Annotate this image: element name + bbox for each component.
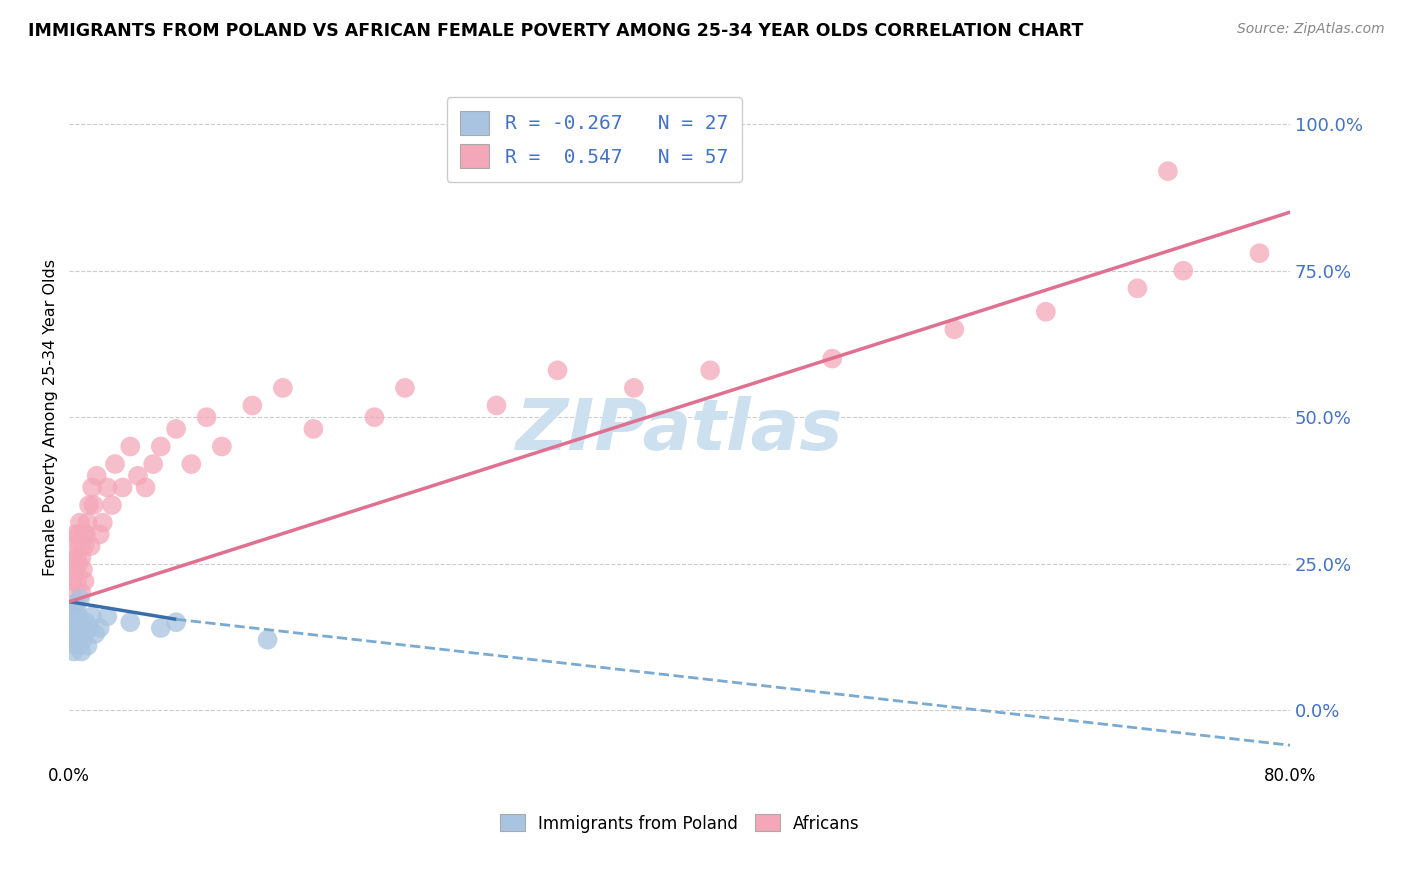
Text: Source: ZipAtlas.com: Source: ZipAtlas.com [1237, 22, 1385, 37]
Point [62, 539, 84, 553]
Point [66, 574, 89, 589]
Point [1126, 281, 1149, 295]
Point [91, 516, 114, 530]
Point [62, 557, 84, 571]
Point [83, 498, 105, 512]
Point [59, 586, 82, 600]
Point [67, 527, 90, 541]
Point [149, 440, 172, 454]
Point [240, 399, 263, 413]
Point [363, 410, 385, 425]
Point [104, 457, 127, 471]
Point [1035, 304, 1057, 318]
Point [165, 615, 187, 630]
Point [73, 539, 96, 553]
Point [72, 562, 94, 576]
Point [195, 410, 218, 425]
Point [485, 399, 508, 413]
Point [59, 621, 82, 635]
Point [60, 632, 83, 647]
Point [72, 527, 94, 541]
Point [127, 468, 149, 483]
Point [699, 363, 721, 377]
Point [73, 627, 96, 641]
Point [1157, 164, 1180, 178]
Point [82, 609, 104, 624]
Point [72, 632, 94, 647]
Point [65, 598, 87, 612]
Point [84, 627, 107, 641]
Point [256, 632, 278, 647]
Point [76, 516, 98, 530]
Point [69, 539, 91, 553]
Point [302, 422, 325, 436]
Point [82, 481, 104, 495]
Point [135, 481, 157, 495]
Point [60, 598, 83, 612]
Point [111, 481, 134, 495]
Point [66, 639, 89, 653]
Point [66, 603, 89, 617]
Point [65, 527, 87, 541]
Point [623, 381, 645, 395]
Point [79, 539, 101, 553]
Point [165, 422, 187, 436]
Point [70, 550, 93, 565]
Point [75, 527, 97, 541]
Point [96, 481, 118, 495]
Point [120, 440, 142, 454]
Text: ZIPatlas: ZIPatlas [516, 396, 844, 466]
Y-axis label: Female Poverty Among 25-34 Year Olds: Female Poverty Among 25-34 Year Olds [44, 259, 58, 575]
Point [65, 562, 87, 576]
Point [73, 574, 96, 589]
Point [65, 627, 87, 641]
Point [70, 586, 93, 600]
Point [1173, 264, 1195, 278]
Point [96, 609, 118, 624]
Point [86, 468, 108, 483]
Legend: Immigrants from Poland, Africans: Immigrants from Poland, Africans [491, 806, 868, 841]
Point [76, 639, 98, 653]
Point [1249, 246, 1271, 260]
Point [60, 609, 83, 624]
Point [394, 381, 416, 395]
Point [70, 644, 93, 658]
Point [69, 516, 91, 530]
Point [67, 609, 90, 624]
Point [943, 322, 966, 336]
Point [547, 363, 569, 377]
Point [271, 381, 294, 395]
Point [75, 615, 97, 630]
Point [69, 621, 91, 635]
Point [62, 615, 84, 630]
Point [821, 351, 844, 366]
Point [62, 644, 84, 658]
Point [77, 498, 100, 512]
Point [89, 621, 111, 635]
Point [120, 615, 142, 630]
Point [66, 550, 89, 565]
Point [69, 591, 91, 606]
Point [67, 557, 90, 571]
Point [149, 621, 172, 635]
Point [60, 574, 83, 589]
Point [211, 440, 233, 454]
Point [89, 527, 111, 541]
Point [67, 632, 90, 647]
Point [101, 498, 124, 512]
Point [77, 621, 100, 635]
Point [142, 457, 165, 471]
Point [180, 457, 202, 471]
Text: IMMIGRANTS FROM POLAND VS AFRICAN FEMALE POVERTY AMONG 25-34 YEAR OLDS CORRELATI: IMMIGRANTS FROM POLAND VS AFRICAN FEMALE… [28, 22, 1084, 40]
